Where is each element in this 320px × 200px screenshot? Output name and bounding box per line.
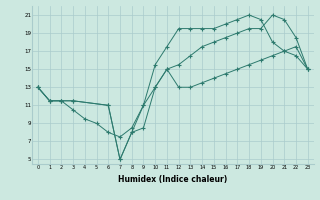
X-axis label: Humidex (Indice chaleur): Humidex (Indice chaleur) (118, 175, 228, 184)
